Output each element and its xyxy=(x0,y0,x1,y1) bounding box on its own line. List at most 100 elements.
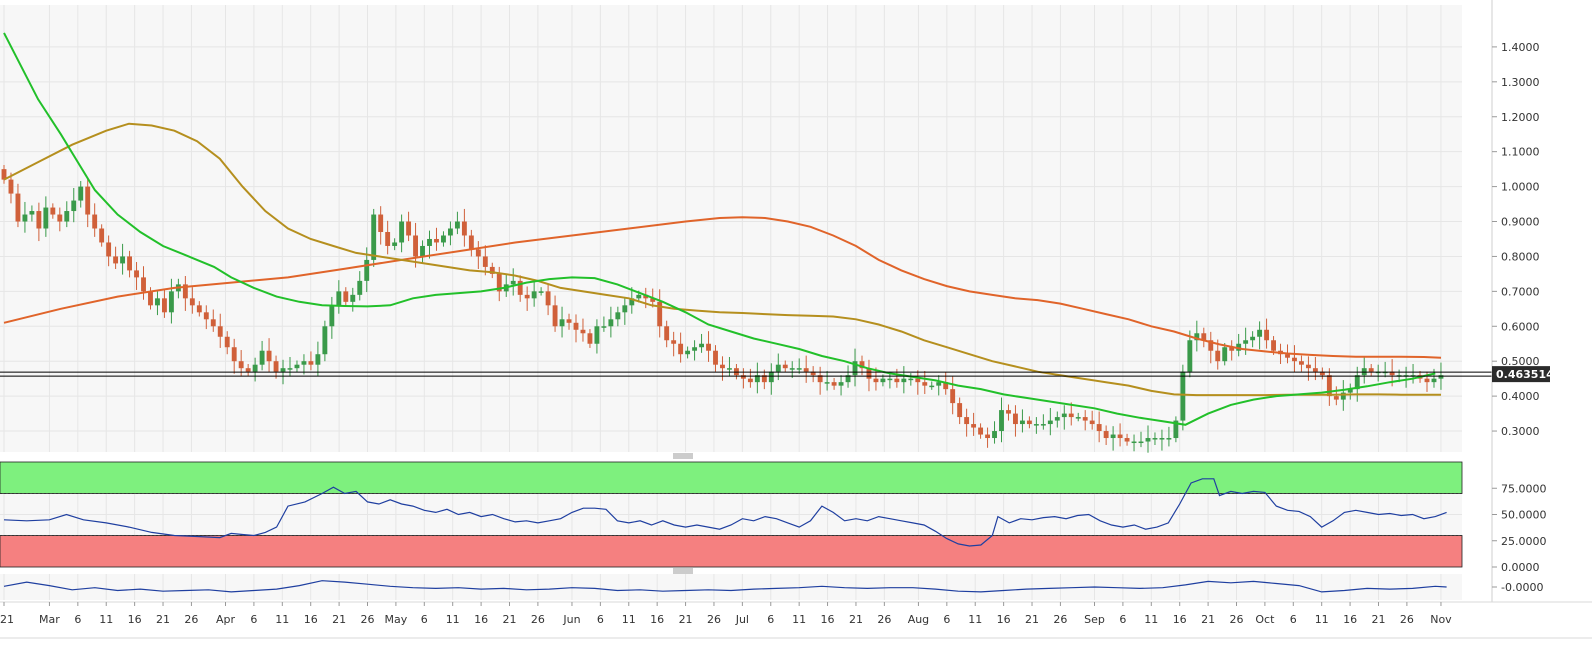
candle-body xyxy=(566,319,572,323)
candle-body xyxy=(678,343,684,355)
candle-body xyxy=(1068,413,1074,418)
time-tick-label: 6 xyxy=(1290,613,1297,626)
candle-body xyxy=(1,169,7,180)
candle-body xyxy=(517,280,523,295)
candle-body xyxy=(936,382,942,386)
candle-body xyxy=(120,256,126,264)
current-price-badge xyxy=(1492,366,1550,383)
candle-body xyxy=(685,350,691,355)
time-tick-label: 11 xyxy=(792,613,806,626)
candle-body xyxy=(727,368,732,370)
candle-body xyxy=(922,382,928,386)
time-tick-label: 21 xyxy=(1201,613,1215,626)
candle-body xyxy=(1187,340,1193,372)
rsi-tick-label: 0.0000 xyxy=(1501,561,1540,574)
candle-body xyxy=(308,361,314,365)
candle-body xyxy=(350,294,356,302)
candle-body xyxy=(859,361,865,369)
candle-body xyxy=(880,378,886,383)
panel-resize-handle[interactable] xyxy=(0,453,1462,459)
time-tick-label: May xyxy=(385,613,408,626)
panel-resize-handle[interactable] xyxy=(0,568,1462,574)
current-price-label: 0.463514 xyxy=(1496,368,1554,381)
candle-body xyxy=(482,256,488,267)
candle-body xyxy=(1040,424,1046,426)
candle-body xyxy=(761,375,767,383)
candle-body xyxy=(1013,413,1018,425)
price-tick-label: 0.4000 xyxy=(1501,390,1540,403)
candle-body xyxy=(1312,368,1318,372)
oversold-zone xyxy=(0,535,1463,568)
candle-body xyxy=(1026,420,1032,425)
candle-body xyxy=(803,368,809,372)
candle-body xyxy=(1222,347,1228,362)
candle-body xyxy=(475,249,481,257)
candle-body xyxy=(336,291,342,306)
candle-body xyxy=(1173,420,1179,439)
candle-body xyxy=(1347,389,1353,393)
candle-body xyxy=(378,214,384,232)
candle-body xyxy=(1243,340,1249,344)
candle-body xyxy=(413,235,418,257)
oscillator-line xyxy=(3,580,1447,593)
time-tick-label: 16 xyxy=(474,613,488,626)
candle-body xyxy=(441,235,446,243)
candle-body xyxy=(182,284,188,299)
candle-body xyxy=(943,382,949,390)
candle-body xyxy=(189,298,195,306)
time-tick-label: 21 xyxy=(1025,613,1039,626)
candle-body xyxy=(817,375,823,383)
candle-body xyxy=(1047,420,1053,425)
time-tick-label: 26 xyxy=(531,613,545,626)
time-tick-label: 6 xyxy=(767,613,774,626)
candle-body xyxy=(427,238,432,246)
candle-body xyxy=(148,291,153,306)
candle-body xyxy=(1201,333,1207,341)
candle-body xyxy=(1285,354,1290,358)
candle-body xyxy=(155,298,160,306)
candle-body xyxy=(1431,378,1437,383)
candle-body xyxy=(1368,368,1374,372)
price-tick-label: 1.1000 xyxy=(1501,146,1540,159)
time-axis-band xyxy=(0,602,1462,638)
candle-body xyxy=(141,277,146,292)
candle-body xyxy=(657,301,663,327)
time-tick-label: 21 xyxy=(156,613,170,626)
candle-body xyxy=(1110,434,1116,439)
time-tick-label: Nov xyxy=(1430,613,1452,626)
candle-body xyxy=(545,291,551,306)
candle-body xyxy=(775,364,781,372)
candle-body xyxy=(671,340,677,344)
price-tick-label: 0.9000 xyxy=(1501,216,1540,229)
candle-body xyxy=(1236,343,1242,351)
candle-body xyxy=(587,333,593,344)
candle-body xyxy=(301,361,307,365)
candle-body xyxy=(789,368,795,370)
candle-body xyxy=(385,231,391,246)
rsi-line xyxy=(3,478,1447,547)
time-tick-label: 16 xyxy=(304,613,318,626)
candle-body xyxy=(1131,441,1137,444)
candle-body xyxy=(161,298,167,313)
time-tick-label: Jul xyxy=(735,613,749,626)
candle-body xyxy=(1103,431,1109,439)
rsi-tick-label: 25.0000 xyxy=(1501,535,1547,548)
candle-body xyxy=(1215,350,1221,362)
candle-body xyxy=(22,214,28,222)
time-tick-label: 11 xyxy=(275,613,289,626)
candle-body xyxy=(1180,371,1186,421)
candle-body xyxy=(15,193,21,222)
candle-body xyxy=(371,214,377,260)
candle-body xyxy=(1340,392,1346,400)
sma-slow-line xyxy=(3,216,1442,359)
candle-body xyxy=(915,378,921,383)
candle-body xyxy=(524,294,530,299)
candle-body xyxy=(134,270,139,278)
candle-body xyxy=(1082,417,1088,421)
rsi-tick-label: 75.0000 xyxy=(1501,482,1547,495)
candle-body xyxy=(894,378,900,383)
price-tick-label: 0.6000 xyxy=(1501,320,1540,333)
candle-body xyxy=(713,350,718,365)
candle-body xyxy=(1271,340,1276,351)
time-tick-label: 16 xyxy=(997,613,1011,626)
